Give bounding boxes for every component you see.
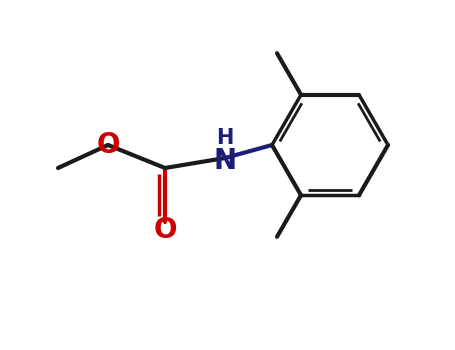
Text: O: O xyxy=(153,216,177,244)
Text: N: N xyxy=(213,147,237,175)
Text: O: O xyxy=(96,131,120,159)
Text: H: H xyxy=(216,128,234,148)
